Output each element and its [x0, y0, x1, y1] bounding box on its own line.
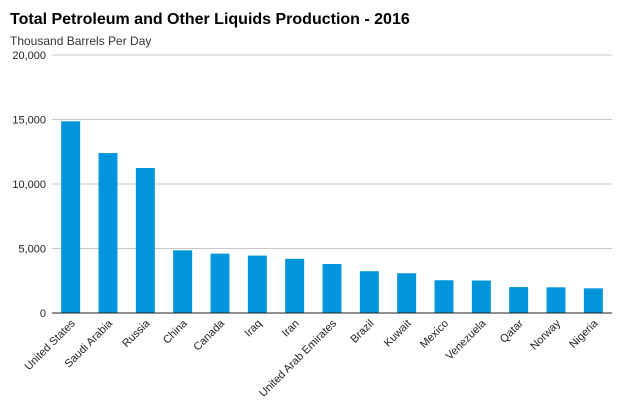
x-tick-label: Qatar — [498, 317, 526, 345]
bar — [135, 168, 155, 313]
x-tick-label: United Arab Emirates — [257, 317, 339, 399]
bar — [61, 121, 81, 313]
x-tick-label: Iran — [280, 318, 302, 340]
x-tick-label: Russia — [120, 317, 153, 350]
y-tick-label: 0 — [40, 308, 46, 320]
x-tick-label: Iraq — [243, 318, 265, 340]
x-tick-label: Mexico — [418, 318, 451, 351]
x-tick-label: Venezuela — [444, 317, 489, 362]
bar — [583, 288, 603, 313]
y-tick-label: 10,000 — [12, 179, 46, 191]
x-tick-label: China — [161, 317, 190, 346]
bar — [397, 273, 417, 313]
bar — [509, 287, 529, 313]
x-tick-label: Norway — [528, 317, 563, 352]
bars — [61, 121, 603, 313]
x-tick-label: Canada — [191, 317, 227, 353]
bar — [173, 250, 193, 313]
bar — [322, 263, 342, 313]
bar — [471, 280, 491, 313]
x-tick-label: Nigeria — [567, 317, 601, 351]
y-tick-label: 15,000 — [12, 115, 46, 127]
bar — [210, 253, 230, 313]
chart-title: Total Petroleum and Other Liquids Produc… — [10, 11, 410, 28]
bar — [434, 280, 454, 313]
x-tick-label: Brazil — [349, 318, 377, 346]
y-axis-ticks: 0 5,000 10,000 15,000 20,000 — [12, 50, 46, 320]
bar — [285, 258, 305, 313]
y-tick-label: 20,000 — [12, 50, 46, 62]
bar — [546, 287, 566, 313]
y-tick-label: 5,000 — [18, 244, 46, 256]
x-tick-label: Kuwait — [382, 318, 414, 350]
bar — [359, 271, 379, 313]
bar — [247, 255, 267, 313]
bar — [98, 153, 118, 313]
chart-subtitle: Thousand Barrels Per Day — [10, 34, 151, 48]
